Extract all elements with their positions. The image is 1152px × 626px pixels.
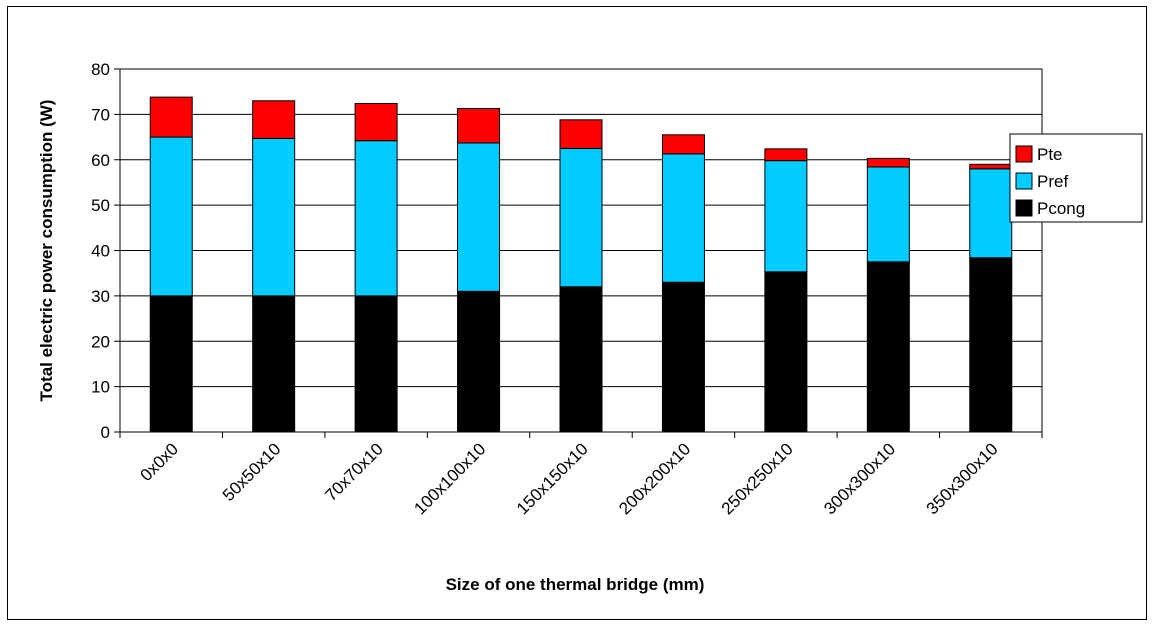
legend-label-pref: Pref [1037, 172, 1068, 191]
bar-segment-pcong [866, 261, 910, 433]
bar-segment-pref [149, 136, 193, 297]
x-tick-label: 200x200x10 [615, 439, 694, 518]
bar-segment-pcong [559, 286, 603, 433]
bar-segment-pcong [457, 290, 501, 433]
x-tick-label: 250x250x10 [718, 439, 797, 518]
bar-segment-pref [866, 166, 910, 263]
y-tick-label: 40 [91, 242, 110, 261]
y-tick-label: 20 [91, 332, 110, 351]
legend-label-pcong: Pcong [1037, 199, 1085, 218]
bar-segment-pte [252, 100, 296, 139]
bar-segment-pte [149, 96, 193, 138]
bar-segment-pref [559, 147, 603, 288]
bar-segment-pref [764, 160, 808, 273]
bar-segment-pcong [661, 281, 705, 433]
bar-segment-pte [661, 134, 705, 155]
bar-segment-pte [866, 157, 910, 168]
y-axis-title: Total electric power consumption (W) [37, 100, 56, 402]
bar-segment-pcong [764, 271, 808, 433]
legend-swatch-pte [1015, 145, 1033, 163]
bar-segment-pref [969, 168, 1013, 259]
x-axis-title: Size of one thermal bridge (mm) [446, 575, 705, 594]
y-tick-label: 80 [91, 60, 110, 79]
x-tick-label: 150x150x10 [513, 439, 592, 518]
legend-swatch-pref [1015, 172, 1033, 190]
bar-segment-pcong [252, 295, 296, 433]
y-tick-label: 70 [91, 105, 110, 124]
legend-swatch-pcong [1015, 199, 1033, 217]
x-tick-label: 0x0x0 [137, 439, 183, 485]
bar-segment-pref [457, 142, 501, 292]
x-tick-label: 50x50x10 [219, 439, 285, 505]
x-tick-label: 70x70x10 [321, 439, 387, 505]
x-tick-label: 300x300x10 [820, 439, 899, 518]
y-tick-label: 50 [91, 196, 110, 215]
bar-segment-pte [457, 107, 501, 144]
bar-segment-pref [354, 140, 398, 297]
legend-label-pte: Pte [1037, 145, 1063, 164]
bar-segment-pte [559, 119, 603, 149]
y-tick-label: 0 [101, 423, 110, 442]
y-tick-label: 60 [91, 151, 110, 170]
bar-segment-pref [252, 137, 296, 297]
bar-segment-pcong [354, 295, 398, 433]
bar-segment-pcong [969, 257, 1013, 433]
x-tick-label: 100x100x10 [410, 439, 489, 518]
y-tick-label: 10 [91, 378, 110, 397]
bar-segment-pte [969, 163, 1013, 170]
x-tick-label: 350x300x10 [923, 439, 1002, 518]
bar-segment-pref [661, 153, 705, 283]
y-tick-label: 30 [91, 287, 110, 306]
legend: Pte Pref Pcong [1009, 133, 1143, 223]
bar-segment-pte [354, 102, 398, 142]
bar-segment-pte [764, 148, 808, 162]
bars [149, 96, 1013, 433]
bar-segment-pcong [149, 295, 193, 433]
